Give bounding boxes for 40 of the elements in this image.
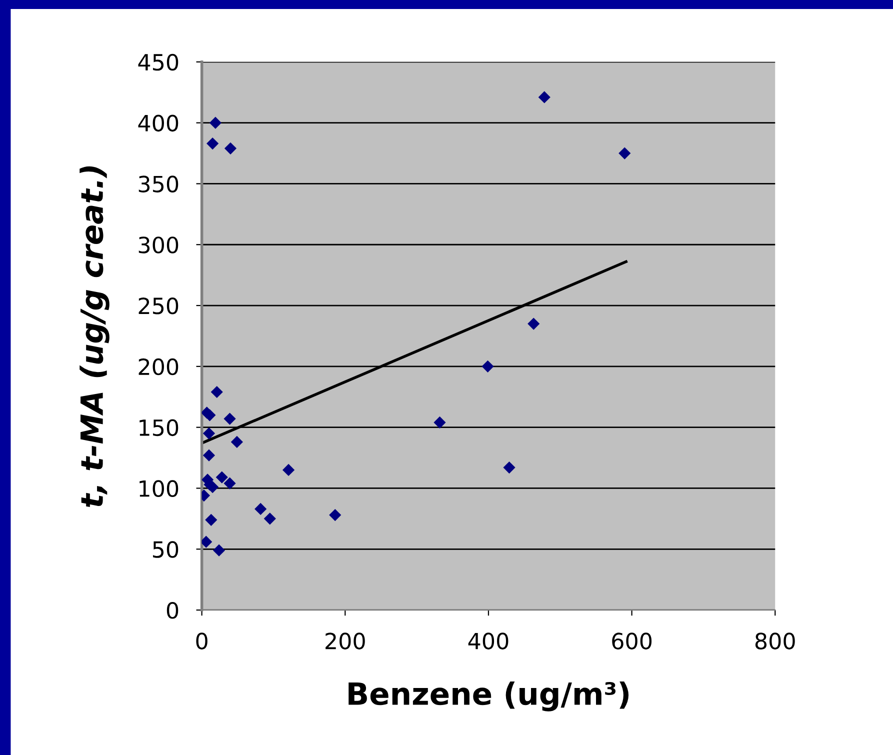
point	[254, 502, 267, 515]
point	[205, 514, 218, 526]
y-tick-label: 50	[153, 541, 178, 558]
point	[618, 147, 631, 160]
point	[202, 536, 212, 548]
y-tick-label: 400	[138, 114, 178, 132]
point	[503, 461, 516, 474]
point	[206, 137, 219, 150]
x-tick-label: 200	[326, 632, 365, 650]
y-tick-label: 100	[140, 480, 178, 497]
point	[264, 512, 276, 525]
point	[329, 508, 342, 522]
point	[224, 142, 237, 154]
point	[434, 416, 446, 429]
y-tick-label: 150	[140, 419, 178, 436]
x-tick-label: 400	[468, 632, 508, 650]
y-axis-title: t, t-MA (ug/g creat.)	[80, 166, 110, 508]
point	[209, 116, 222, 129]
point	[528, 318, 540, 330]
point	[230, 436, 243, 448]
y-tick-label: 300	[138, 236, 178, 254]
point	[212, 544, 226, 556]
y-tick-label: 200	[138, 358, 178, 376]
point	[202, 427, 216, 440]
y-tick-label: 350	[138, 176, 178, 192]
point	[210, 386, 223, 398]
x-axis-title: Benzene (ug/m³)	[348, 682, 629, 712]
x-tick-label: 0	[196, 632, 208, 650]
x-tick-label: 600	[612, 632, 652, 650]
point	[216, 471, 228, 484]
point	[202, 449, 216, 462]
x-tick-label: 800	[755, 632, 795, 650]
point	[224, 412, 236, 425]
y-tick-label: 450	[138, 54, 178, 71]
y-tick-label: 250	[138, 297, 178, 314]
point	[224, 477, 236, 490]
point	[482, 360, 494, 372]
point	[282, 464, 295, 476]
y-tick-label: 0	[166, 602, 178, 619]
point	[538, 91, 550, 104]
